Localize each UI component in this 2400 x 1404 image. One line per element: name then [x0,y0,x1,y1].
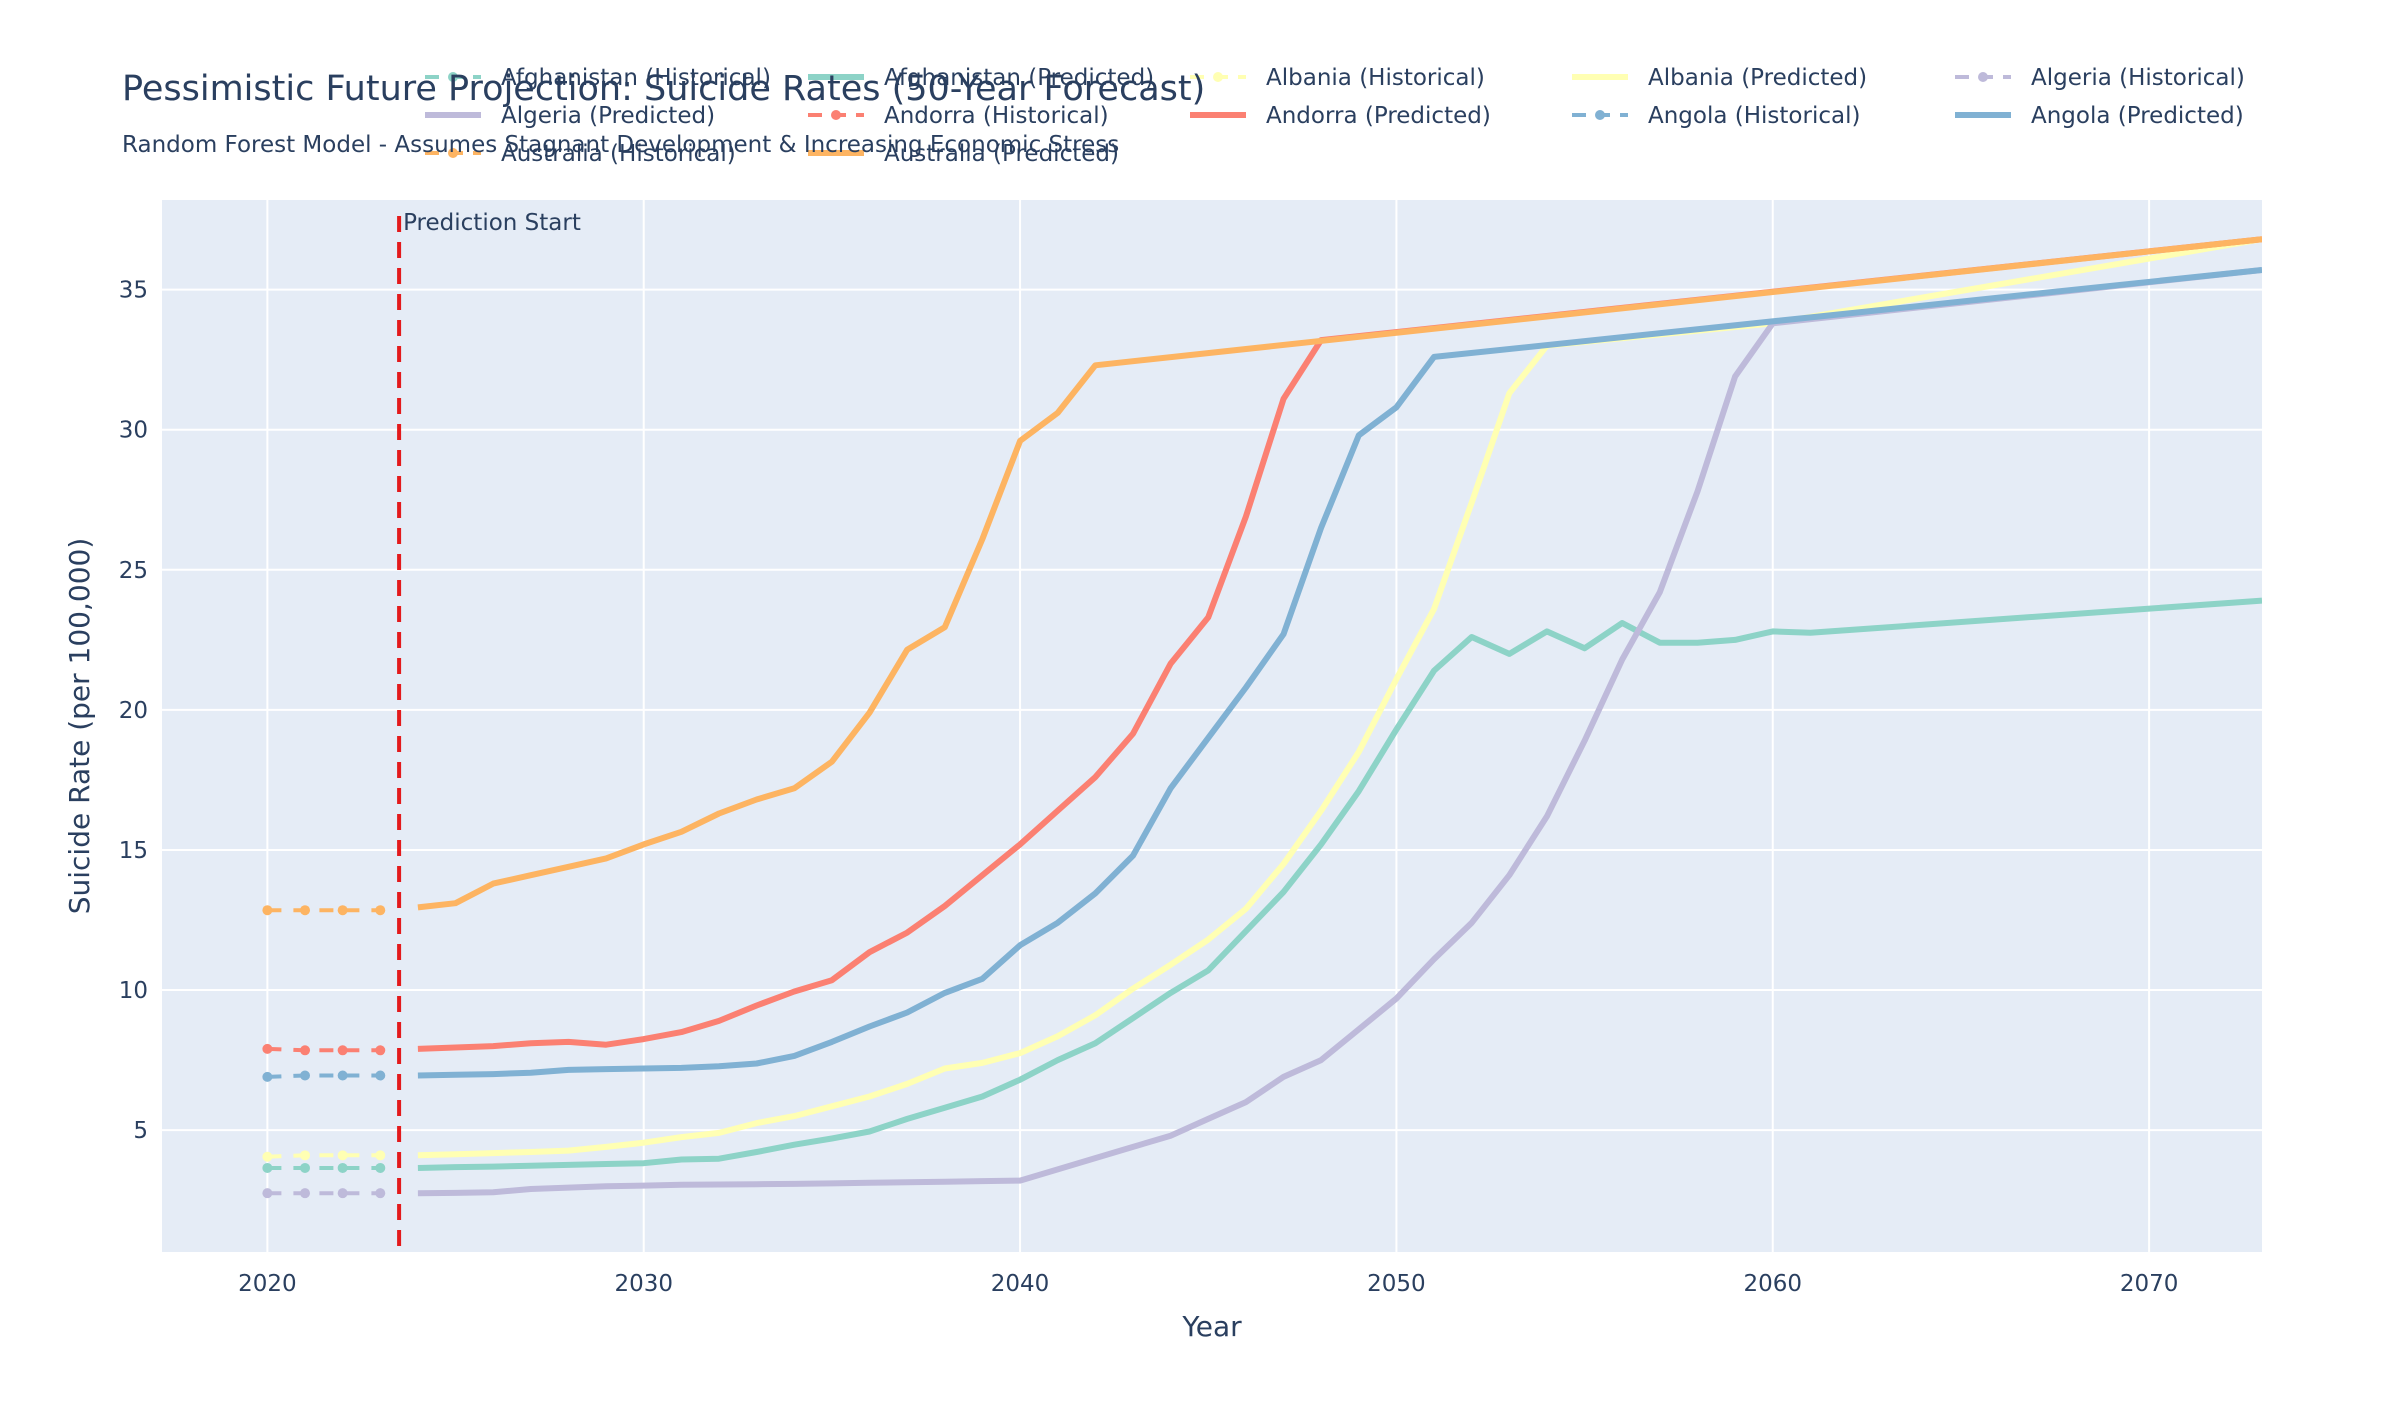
legend-label: Albania (Predicted) [1648,65,1867,91]
series-line-australia-predicted [417,236,2262,911]
data-point-australia-historical [262,905,273,916]
data-point-algeria-historical [300,1188,311,1199]
y-tick-label: 20 [119,698,148,724]
data-point-afghanistan-historical [337,1162,348,1173]
data-point-andorra-historical [337,1045,348,1056]
series-line-andorra-predicted [417,236,2262,1052]
y-axis-ticks: 5 10 15 20 25 30 35 [119,278,148,1144]
legend-item-algeria-predicted[interactable]: Algeria (Predicted) [425,103,715,129]
data-point-albania-historical [300,1150,311,1161]
series-layer [262,236,2262,1199]
data-point-afghanistan-historical [375,1162,386,1173]
x-tick-label: 2070 [2120,1271,2179,1297]
legend-label: Australia (Historical) [501,141,736,167]
legend-item-andorra-predicted[interactable]: Andorra (Predicted) [1190,103,1491,129]
legend-item-andorra-historical[interactable]: Andorra (Historical) [808,103,1109,129]
series-line-afghanistan-predicted [417,597,2262,1171]
data-point-angola-historical [262,1071,273,1082]
data-point-algeria-historical [375,1188,386,1199]
series-line-algeria-predicted [417,267,2262,1197]
y-tick-label: 30 [119,418,148,444]
legend-item-australia-historical[interactable]: Australia (Historical) [425,141,736,167]
legend-item-albania-predicted[interactable]: Albania (Predicted) [1572,65,1867,91]
legend-item-afghanistan-historical[interactable]: Afghanistan (Historical) [425,65,771,91]
data-point-afghanistan-historical [262,1162,273,1173]
legend-marker [448,72,458,82]
data-point-andorra-historical [300,1045,311,1056]
legend-label: Algeria (Predicted) [501,103,715,129]
legend-marker [831,110,841,120]
legend-label: Andorra (Predicted) [1266,103,1491,129]
chart-title: Pessimistic Future Projection: Suicide R… [122,69,1205,109]
legend-marker [1978,72,1988,82]
series-line-angola-predicted [417,267,2262,1079]
prediction-start-label: Prediction Start [403,210,581,236]
x-tick-label: 2050 [1367,1271,1426,1297]
series-line-andorra-historical [267,1046,381,1053]
data-point-albania-historical [375,1150,386,1161]
legend-label: Australia (Predicted) [884,141,1119,167]
data-point-australia-historical [337,905,348,916]
legend-item-afghanistan-predicted[interactable]: Afghanistan (Predicted) [808,65,1154,91]
legend-label: Angola (Predicted) [2031,103,2244,129]
y-axis-label: Suicide Rate (per 100,000) [63,538,96,915]
y-tick-label: 15 [119,838,148,864]
data-point-andorra-historical [375,1045,386,1056]
x-axis-label: Year [1181,1310,1242,1343]
legend-marker [1213,72,1223,82]
data-point-albania-historical [337,1150,348,1161]
legend-item-angola-predicted[interactable]: Angola (Predicted) [1955,103,2244,129]
y-tick-label: 5 [133,1118,148,1144]
data-point-albania-historical [262,1151,273,1162]
x-tick-label: 2030 [614,1271,673,1297]
legend-label: Afghanistan (Historical) [501,65,771,91]
x-tick-label: 2060 [1743,1271,1802,1297]
plot-background [162,200,2262,1252]
legend-item-algeria-historical[interactable]: Algeria (Historical) [1955,65,2245,91]
data-point-afghanistan-historical [300,1162,311,1173]
legend-item-albania-historical[interactable]: Albania (Historical) [1190,65,1485,91]
grid-lines [162,200,2262,1252]
data-point-angola-historical [337,1070,348,1081]
legend-label: Albania (Historical) [1266,65,1485,91]
x-tick-label: 2020 [238,1271,297,1297]
legend-label: Afghanistan (Predicted) [884,65,1154,91]
y-tick-label: 10 [119,978,148,1004]
chart-subtitle: Random Forest Model - Assumes Stagnant D… [122,132,1119,158]
data-point-algeria-historical [337,1188,348,1199]
data-point-andorra-historical [262,1043,273,1054]
legend-item-australia-predicted[interactable]: Australia (Predicted) [808,141,1119,167]
legend: Afghanistan (Historical) Afghanistan (Pre… [425,65,2245,167]
legend-item-angola-historical[interactable]: Angola (Historical) [1572,103,1860,129]
legend-label: Andorra (Historical) [884,103,1109,129]
x-tick-label: 2040 [991,1271,1050,1297]
data-point-angola-historical [375,1070,386,1081]
legend-marker [1595,110,1605,120]
data-point-australia-historical [300,905,311,916]
data-point-algeria-historical [262,1188,273,1199]
x-axis-ticks: 2020 2030 2040 2050 2060 2070 [238,1271,2178,1297]
series-line-albania-predicted [417,236,2262,1159]
data-point-australia-historical [375,905,386,916]
data-point-angola-historical [300,1070,311,1081]
series-line-albania-historical [267,1153,381,1159]
y-tick-label: 25 [119,558,148,584]
legend-marker [448,148,458,158]
y-tick-label: 35 [119,278,148,304]
legend-label: Algeria (Historical) [2031,65,2245,91]
legend-label: Angola (Historical) [1648,103,1860,129]
series-line-angola-historical [267,1073,381,1079]
